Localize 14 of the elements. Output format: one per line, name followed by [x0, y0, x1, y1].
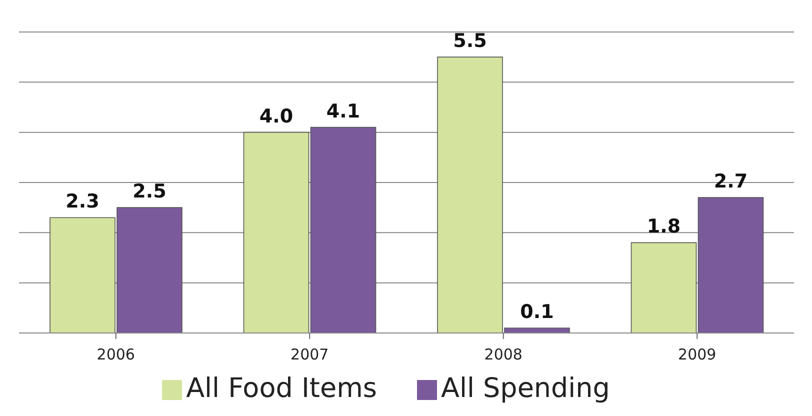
x-tick-label: 2007 [290, 346, 329, 364]
data-label: 2.5 [132, 180, 166, 203]
legend-label: All Food Items [186, 373, 377, 404]
data-label: 4.0 [259, 105, 294, 128]
data-label: 0.1 [520, 300, 554, 323]
x-tick-label: 2006 [96, 346, 135, 364]
data-label: 2.3 [66, 190, 100, 213]
x-tick-label: 2008 [484, 346, 522, 364]
data-label: 5.5 [453, 30, 487, 52]
x-tick-label: 2009 [678, 346, 716, 364]
legend-label: All Spending [440, 373, 610, 404]
data-label: 1.8 [646, 216, 681, 238]
data-label: 2.7 [714, 170, 748, 193]
data-label: 4.1 [326, 100, 360, 122]
